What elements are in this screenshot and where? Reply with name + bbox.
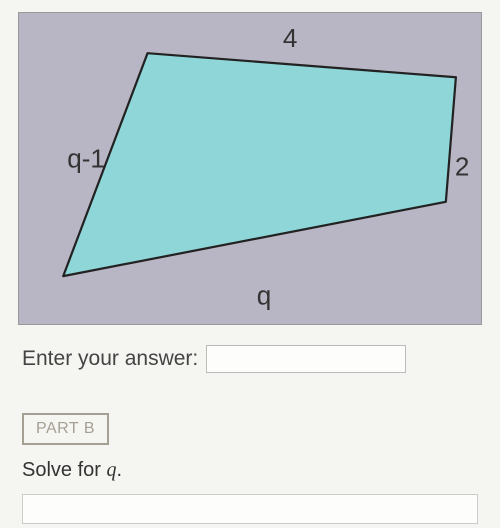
solve-for-label: Solve for q. bbox=[22, 459, 478, 482]
solve-variable: q bbox=[106, 459, 116, 481]
solve-period: . bbox=[116, 459, 122, 481]
side-label-0: 4 bbox=[283, 23, 298, 53]
side-label-3: q bbox=[257, 280, 272, 310]
part-b-badge: PART B bbox=[22, 413, 109, 445]
answer-row: Enter your answer: bbox=[22, 345, 478, 373]
figure-container: 4 q-1 2 q bbox=[18, 12, 482, 325]
quadrilateral-figure: 4 q-1 2 q bbox=[19, 13, 481, 324]
part-b-input[interactable] bbox=[22, 494, 478, 524]
answer-prompt-label: Enter your answer: bbox=[22, 347, 198, 371]
solve-prefix: Solve for bbox=[22, 459, 106, 481]
part-b-input-wrap bbox=[22, 494, 478, 524]
answer-input[interactable] bbox=[206, 345, 406, 373]
side-label-1: q-1 bbox=[67, 144, 105, 174]
side-label-2: 2 bbox=[455, 152, 470, 182]
